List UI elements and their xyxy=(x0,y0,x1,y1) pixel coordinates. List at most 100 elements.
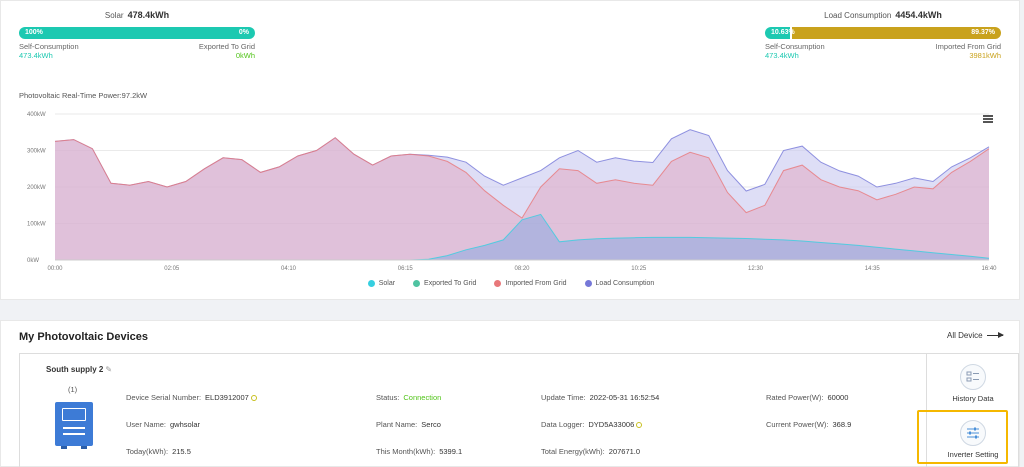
update-field: Update Time: 2022-05-31 16:52:54 xyxy=(541,393,660,402)
inverter-icon xyxy=(55,402,93,449)
series-area-solar xyxy=(55,214,989,260)
y-tick-label: 200kW xyxy=(27,185,46,191)
legend-item-imported[interactable]: Imported From Grid xyxy=(494,280,567,287)
solar-self-segment xyxy=(19,27,255,39)
logger-field: Data Logger: DYD5A33006 xyxy=(541,420,643,429)
legend-item-load[interactable]: Load Consumption xyxy=(584,280,655,287)
x-tick-label: 10:25 xyxy=(631,266,647,272)
rated-field: Rated Power(W): 60000 xyxy=(766,393,849,402)
highlight-box xyxy=(917,410,1008,464)
power-chart: 0kW 100kW 200kW 300kW 400kW 00:00 02:05 04:10 06… xyxy=(27,112,997,272)
legend-item-exported[interactable]: Exported To Grid xyxy=(413,280,476,287)
chart-legend: Solar Exported To Grid Imported From Gri… xyxy=(1,280,1021,287)
solar-export-value: 0kWh xyxy=(235,51,255,60)
history-data-button[interactable]: History Data xyxy=(927,364,1019,403)
load-import-label: Imported From Grid xyxy=(935,42,1001,51)
today-value: 215.5 xyxy=(172,447,191,456)
y-tick-label: 400kW xyxy=(27,112,46,118)
load-summary: Load Consumption 4454.4kWh 10.63% 89.37% … xyxy=(765,9,1001,60)
solar-self-value: 473.4kWh xyxy=(19,51,53,60)
devices-title: My Photovoltaic Devices xyxy=(19,331,148,343)
load-self-value: 473.4kWh xyxy=(765,51,799,60)
legend-dot-solar xyxy=(367,280,375,287)
today-field: Today(kWh): 215.5 xyxy=(126,447,191,456)
load-import-segment xyxy=(790,27,1001,39)
device-actions: History Data Inverter Setting xyxy=(926,354,1018,467)
check-icon xyxy=(250,395,257,402)
y-tick-label: 100kW xyxy=(27,222,46,228)
x-tick-label: 02:05 xyxy=(164,266,180,272)
x-tick-label: 04:10 xyxy=(281,266,297,272)
settings-sliders-icon xyxy=(960,420,986,446)
current-field: Current Power(W): 368.9 xyxy=(766,420,852,429)
plant-field: Plant Name: Serco xyxy=(376,420,441,429)
load-bar-right-label: 89.37% xyxy=(971,29,995,36)
check-icon xyxy=(636,422,643,429)
history-data-label: History Data xyxy=(952,394,994,403)
current-value: 368.9 xyxy=(832,420,852,429)
load-self-label: Self-Consumption xyxy=(765,42,825,51)
solar-title: Solar xyxy=(104,11,124,20)
load-total: 4454.4kWh xyxy=(895,10,942,20)
pencil-icon[interactable]: ✎ xyxy=(105,365,113,374)
x-tick-label: 06:15 xyxy=(398,266,414,272)
solar-export-label: Exported To Grid xyxy=(198,42,255,51)
load-progress-bar: 10.63% 89.37% xyxy=(765,27,1001,39)
solar-bar-left-label: 100% xyxy=(25,29,43,36)
load-self-segment xyxy=(765,27,791,39)
user-value: gwhsolar xyxy=(170,420,201,429)
chart-title: Photovoltaic Real-Time Power:97.2kW xyxy=(19,91,148,100)
legend-item-solar[interactable]: Solar xyxy=(367,280,396,287)
arrow-right-icon xyxy=(986,332,1004,337)
legend-dot-load xyxy=(584,280,592,287)
inverter-setting-label: Inverter Setting xyxy=(947,450,999,459)
menu-icon[interactable] xyxy=(983,115,993,123)
x-tick-label: 00:00 xyxy=(47,266,63,272)
logger-value: DYD5A33006 xyxy=(588,420,635,429)
x-tick-label: 14:35 xyxy=(865,266,881,272)
legend-label-exported: Exported To Grid xyxy=(424,280,477,287)
all-device-link[interactable]: All Device xyxy=(947,331,1004,340)
y-tick-label: 300kW xyxy=(27,149,46,155)
month-field: This Month(kWh): 5399.1 xyxy=(376,447,463,456)
rated-value: 60000 xyxy=(827,393,849,402)
device-item: South supply 2 ✎ (1) Device Serial Number… xyxy=(19,353,1019,467)
device-name-text: South supply 2 xyxy=(46,365,104,374)
device-name: South supply 2 ✎ xyxy=(46,365,112,374)
device-count: (1) xyxy=(68,385,78,394)
serial-field: Device Serial Number: ELD3912007 xyxy=(126,393,257,402)
y-tick-label: 0kW xyxy=(27,258,39,264)
x-tick-label: 16:40 xyxy=(981,266,997,272)
load-import-value: 3981kWh xyxy=(969,51,1001,60)
total-field: Total Energy(kWh): 207671.0 xyxy=(541,447,641,456)
x-tick-label: 08:20 xyxy=(514,266,530,272)
solar-summary: Solar 478.4kWh 100% 0% Self-Consumption 4… xyxy=(19,9,255,60)
update-value: 2022-05-31 16:52:54 xyxy=(589,393,660,402)
load-title: Load Consumption xyxy=(824,11,892,20)
legend-label-load: Load Consumption xyxy=(595,280,655,287)
serial-value: ELD3912007 xyxy=(205,393,249,402)
inverter-setting-button[interactable]: Inverter Setting xyxy=(927,420,1019,459)
history-icon xyxy=(960,364,986,390)
x-tick-label: 12:30 xyxy=(748,266,764,272)
total-value: 207671.0 xyxy=(608,447,641,456)
series-area-imported-from-grid xyxy=(55,137,989,260)
status-field: Status: Connection xyxy=(376,393,442,402)
load-bar-left-label: 10.63% xyxy=(771,29,795,36)
solar-self-label: Self-Consumption xyxy=(19,42,79,51)
series-line-imported-from-grid xyxy=(54,137,990,219)
user-field: User Name: gwhsolar xyxy=(126,420,201,429)
all-device-label: All Device xyxy=(947,331,983,340)
legend-label-imported: Imported From Grid xyxy=(505,280,567,287)
energy-summary-card: Solar 478.4kWh 100% 0% Self-Consumption 4… xyxy=(0,0,1020,300)
legend-label-solar: Solar xyxy=(378,280,396,287)
solar-bar-right-label: 0% xyxy=(238,29,249,36)
status-value: Connection xyxy=(403,393,442,402)
plant-value: Serco xyxy=(421,420,441,429)
solar-progress-bar: 100% 0% xyxy=(19,27,255,39)
solar-total: 478.4kWh xyxy=(127,10,170,20)
devices-card: My Photovoltaic Devices All Device South… xyxy=(0,320,1020,467)
legend-dot-imported xyxy=(494,280,502,287)
month-value: 5399.1 xyxy=(439,447,463,456)
legend-dot-exported xyxy=(413,280,421,287)
